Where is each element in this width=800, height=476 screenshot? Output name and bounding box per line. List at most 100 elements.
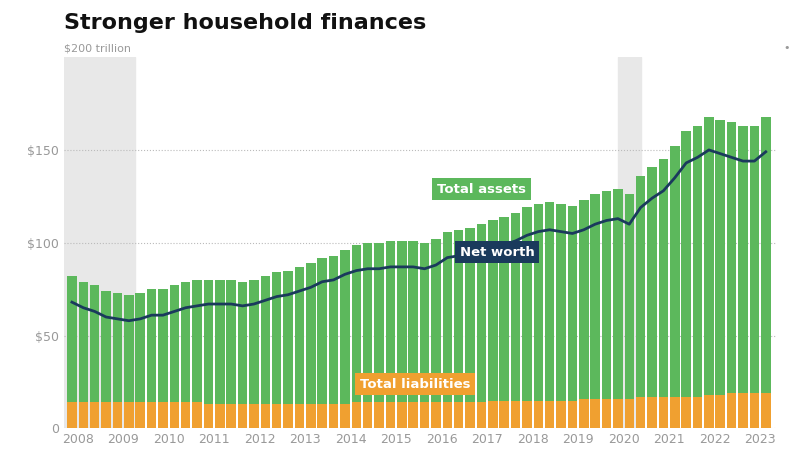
Bar (488, 401, 498, 428)
Bar (135, 402, 145, 428)
Text: •: • (783, 43, 790, 53)
Bar (613, 189, 622, 428)
Bar (636, 176, 646, 428)
Bar (90, 286, 99, 428)
Bar (64, 57, 134, 428)
Bar (534, 401, 543, 428)
Bar (568, 206, 577, 428)
Bar (147, 402, 156, 428)
Bar (715, 395, 725, 428)
Bar (340, 404, 350, 428)
Bar (738, 126, 748, 428)
Bar (618, 57, 641, 428)
Text: $200 trillion: $200 trillion (64, 43, 131, 53)
Bar (249, 280, 258, 428)
Bar (738, 393, 748, 428)
Bar (272, 272, 282, 428)
Bar (613, 399, 622, 428)
Bar (670, 146, 679, 428)
Bar (181, 402, 190, 428)
Bar (522, 401, 532, 428)
Bar (397, 402, 406, 428)
Bar (113, 402, 122, 428)
Bar (602, 191, 611, 428)
Bar (647, 397, 657, 428)
Bar (272, 404, 282, 428)
Bar (113, 293, 122, 428)
Bar (761, 393, 770, 428)
Bar (454, 230, 463, 428)
Bar (374, 402, 384, 428)
Bar (420, 402, 430, 428)
Bar (226, 404, 236, 428)
Bar (579, 200, 589, 428)
Bar (204, 280, 214, 428)
Bar (590, 195, 600, 428)
Bar (261, 404, 270, 428)
Bar (682, 397, 691, 428)
Bar (488, 220, 498, 428)
Bar (318, 258, 327, 428)
Bar (625, 195, 634, 428)
Text: Total assets: Total assets (437, 183, 526, 196)
Bar (318, 404, 327, 428)
Bar (477, 402, 486, 428)
Bar (158, 289, 168, 428)
Bar (510, 401, 520, 428)
Bar (158, 402, 168, 428)
Bar (192, 402, 202, 428)
Bar (704, 395, 714, 428)
Bar (442, 402, 452, 428)
Bar (408, 402, 418, 428)
Bar (215, 404, 225, 428)
Bar (170, 402, 179, 428)
Bar (204, 404, 214, 428)
Bar (90, 402, 99, 428)
Bar (693, 397, 702, 428)
Bar (386, 241, 395, 428)
Bar (658, 397, 668, 428)
Bar (625, 399, 634, 428)
Bar (351, 245, 361, 428)
Bar (408, 241, 418, 428)
Bar (750, 126, 759, 428)
Bar (351, 402, 361, 428)
Bar (693, 126, 702, 428)
Bar (192, 280, 202, 428)
Bar (340, 250, 350, 428)
Bar (306, 263, 315, 428)
Bar (715, 120, 725, 428)
Bar (170, 286, 179, 428)
Bar (636, 397, 646, 428)
Bar (215, 280, 225, 428)
Bar (431, 402, 441, 428)
Bar (67, 402, 77, 428)
Bar (102, 402, 111, 428)
Bar (750, 393, 759, 428)
Bar (568, 401, 577, 428)
Bar (727, 393, 737, 428)
Bar (397, 241, 406, 428)
Bar (510, 213, 520, 428)
Bar (238, 404, 247, 428)
Bar (658, 159, 668, 428)
Bar (78, 402, 88, 428)
Bar (499, 217, 509, 428)
Bar (556, 401, 566, 428)
Bar (329, 404, 338, 428)
Bar (466, 228, 475, 428)
Text: Stronger household finances: Stronger household finances (64, 13, 426, 33)
Bar (590, 399, 600, 428)
Bar (124, 402, 134, 428)
Bar (283, 404, 293, 428)
Bar (363, 243, 373, 428)
Bar (466, 402, 475, 428)
Bar (147, 289, 156, 428)
Bar (682, 131, 691, 428)
Bar (102, 291, 111, 428)
Bar (602, 399, 611, 428)
Bar (226, 280, 236, 428)
Bar (761, 117, 770, 428)
Bar (454, 402, 463, 428)
Bar (306, 404, 315, 428)
